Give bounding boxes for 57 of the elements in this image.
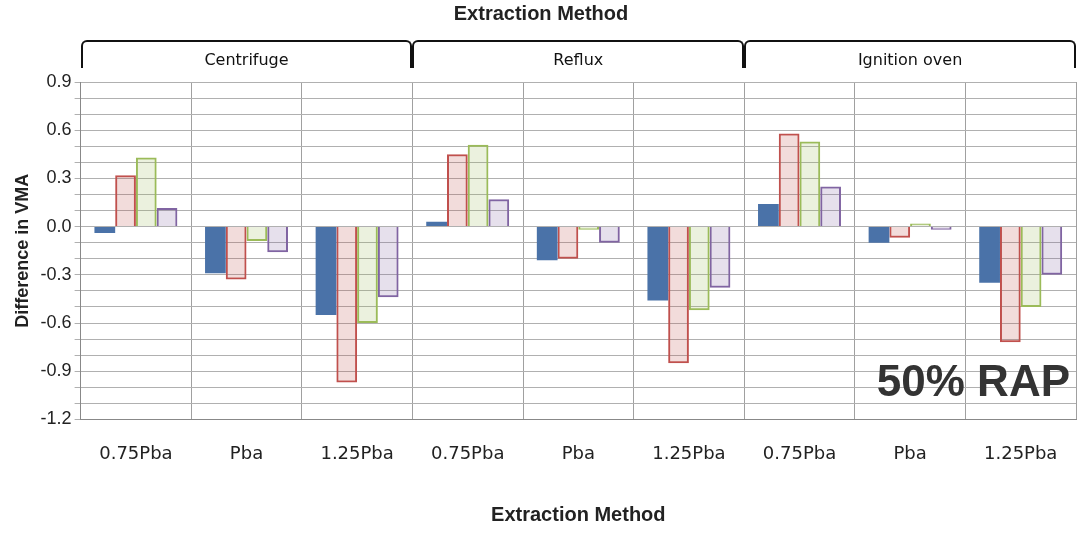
bar [799,141,821,227]
x-tick-label: 0.75Pba [762,441,837,463]
x-tick-label: 0.75Pba [431,441,505,463]
x-tick-label: Pba [893,441,927,463]
x-tick-label: 1.25Pba [652,441,726,463]
bar [979,227,1000,283]
y-tick-label: 0.6 [46,119,72,140]
bar [94,227,116,234]
bar [709,227,731,288]
x-axis-title: Extraction Method [491,502,666,525]
bar [267,227,288,253]
x-tick-label: Pba [229,441,264,463]
bar [205,227,226,274]
bar [1020,227,1042,307]
y-tick-label: 0.3 [46,167,72,188]
bar [225,227,247,280]
bar [647,227,669,301]
bar [115,175,136,227]
bar [536,227,558,261]
bar [599,227,620,243]
y-tick-label: 0.0 [46,215,72,236]
bar [336,227,358,383]
x-tick-label: Pba [561,441,595,463]
bar [1041,227,1063,275]
bar [357,227,378,323]
bar [446,154,468,227]
bar [315,227,337,315]
bar [246,227,268,242]
y-tick-label: -0.3 [40,263,72,284]
y-tick-label: -0.6 [40,311,72,332]
text: Centrifuge [203,50,290,70]
bar [557,227,579,259]
chart-title: Extraction Method [452,2,630,25]
bar [135,157,157,227]
x-tick-label: 1.25Pba [320,441,394,463]
y-tick-label: -1.2 [40,408,72,429]
bar [758,204,779,227]
bar [778,133,800,227]
bar [688,227,710,311]
text: Ignition oven [856,50,964,70]
bar [820,186,841,227]
x-tick-label: 1.25Pba [984,441,1058,463]
bar [426,221,447,227]
bar [488,199,510,227]
y-axis-title: Difference in VMA [11,173,32,328]
bar [156,208,178,227]
text: Reflux [552,50,605,70]
bar [999,227,1021,343]
bar [467,144,489,227]
bar [377,227,399,298]
bar [668,227,689,364]
bar [889,227,911,238]
annotation: 50% RAP [876,355,1070,405]
x-tick-label: 0.75Pba [99,441,173,463]
y-tick-label: 0.9 [46,70,72,91]
y-tick-label: -0.9 [40,360,72,381]
bar [868,227,890,243]
